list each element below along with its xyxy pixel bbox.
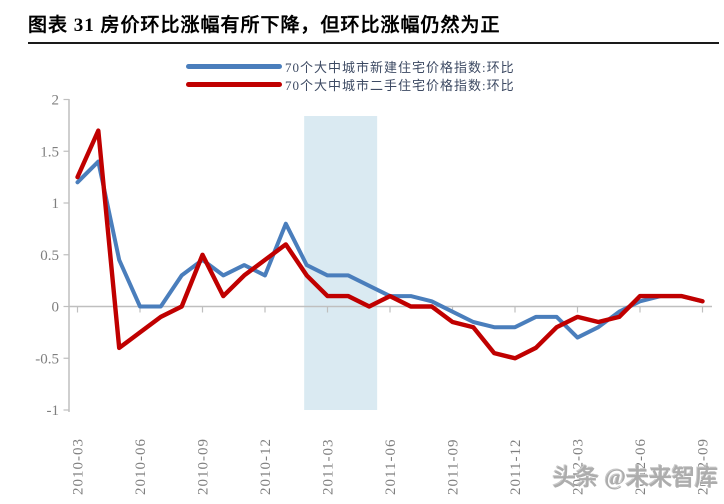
y-tick-label: 1.5 [40,144,59,160]
x-tick-label: 2011-03 [321,439,337,495]
legend-item-secondhand: 70个大中城市二手住宅价格指数:环比 [186,75,515,93]
series-line-1 [75,128,705,361]
page-title: 图表 31 房价环比涨幅有所下降，但环比涨幅仍然为正 [28,15,501,36]
x-tick-label: 2010-12 [258,438,274,495]
y-tick-label: 0 [52,300,60,316]
chart-legend: 70个大中城市新建住宅价格指数:环比 70个大中城市二手住宅价格指数:环比 [186,57,515,93]
watermark: 头条 @未来智库 [552,465,718,490]
legend-label-secondhand: 70个大中城市二手住宅价格指数:环比 [285,77,515,93]
x-tick-label: 2011-12 [508,439,524,495]
x-tick-label: 2010-03 [71,438,87,495]
x-tick-label: 2012-06 [633,438,649,495]
x-tick-label: 2011-06 [383,439,399,495]
x-tick-label: 2011-09 [446,439,462,495]
x-tick-label: 2010-09 [196,438,212,495]
title-divider [28,42,719,44]
legend-swatch-new-home [186,63,282,69]
y-tick-label: 1 [52,196,60,212]
highlight-band [304,116,378,410]
y-tick-label: 0.5 [40,248,59,264]
y-tick-label: 2 [52,93,60,109]
x-tick-label: 2010-06 [133,438,149,495]
y-tick-label: -0.5 [35,351,59,367]
x-tick-label: 2012-09 [696,438,712,495]
legend-item-new-home: 70个大中城市新建住宅价格指数:环比 [186,57,515,75]
legend-label-new-home: 70个大中城市新建住宅价格指数:环比 [285,59,515,75]
y-tick-label: -1 [47,403,60,419]
x-tick-label: 2012-03 [571,438,587,495]
legend-swatch-secondhand [186,81,282,87]
